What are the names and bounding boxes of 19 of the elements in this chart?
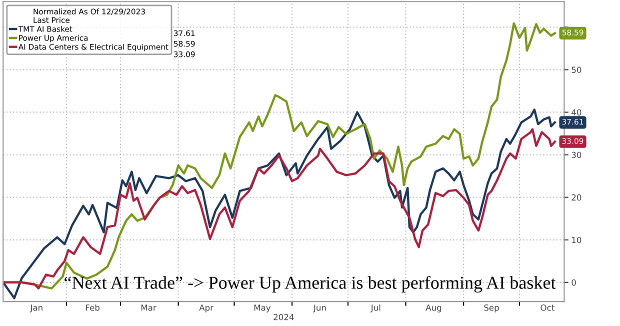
y-tick-label: 30	[572, 152, 582, 158]
y-tick-label: 10	[572, 236, 582, 244]
x-axis-title: 2024	[274, 314, 294, 320]
x-tick-label: Mar	[141, 304, 156, 311]
y-tick-label: 20	[572, 194, 582, 201]
annotation: “Next AI Trade” -> Power Up America is best performing AI basket	[64, 276, 556, 293]
x-tick-label: Sep	[484, 304, 499, 312]
x-tick-label: Oct	[540, 304, 554, 311]
x-tick-label: Jun	[313, 304, 326, 312]
x-tick-label: Feb	[86, 304, 100, 311]
y-tick-label: 0	[572, 279, 576, 286]
x-tick-label: Jul	[370, 304, 380, 312]
x-tick-label: Apr	[199, 304, 214, 312]
line-series	[3, 108, 556, 300]
y-tick-label: 50	[572, 66, 582, 73]
x-tick-label: May	[254, 304, 271, 312]
x-tick-label: Jan	[30, 304, 42, 312]
x-tick-label: Aug	[426, 304, 442, 312]
y-tick-label: 40	[572, 109, 582, 116]
